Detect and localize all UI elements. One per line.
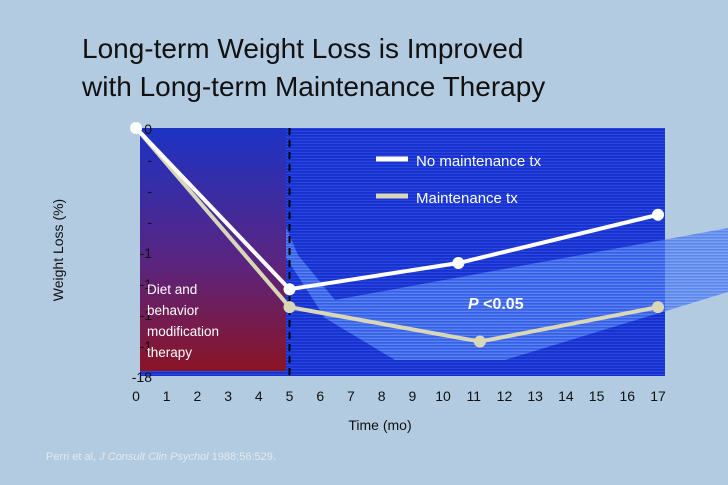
data-point-no-maintenance [130, 122, 142, 134]
x-tick-label: 12 [497, 388, 513, 404]
data-point-maintenance [473, 335, 486, 348]
title-line-2: with Long-term Maintenance Therapy [82, 71, 546, 102]
legend-label-no-maintenance: No maintenance tx [416, 153, 542, 170]
therapy-label-line-3: modification [147, 324, 219, 339]
therapy-period-box [140, 128, 286, 371]
x-tick-label: 14 [558, 388, 574, 404]
y-tick-label: -18 [132, 369, 152, 385]
y-tick-label: - [147, 214, 152, 230]
x-tick-label: 10 [435, 388, 451, 404]
x-tick-label: 1 [163, 388, 171, 404]
x-tick-label: 3 [224, 388, 232, 404]
therapy-box-label: Diet and behavior modification therapy [147, 282, 219, 360]
series-line-no-maintenance [134, 126, 659, 292]
y-axis-title: Weight Loss (%) [50, 199, 66, 301]
y-tick-label: -1 [140, 338, 153, 354]
x-tick-label: 9 [408, 388, 416, 404]
page-title: Long-term Weight Loss is Improved with L… [82, 30, 545, 106]
x-axis-ticks: 0 1 2 3 4 5 6 7 8 9 10 11 12 13 14 15 16 17 [132, 388, 666, 404]
citation: Perri et al, J Consult Clin Psychol 1988… [46, 451, 276, 463]
title-line-1: Long-term Weight Loss is Improved [82, 33, 524, 64]
y-tick-label: - [147, 152, 152, 168]
y-axis-ticks: 0 - - - -1 -1 -1 -1 -18 [132, 121, 153, 385]
therapy-label-line-2: behavior [147, 303, 199, 318]
x-tick-label: 16 [620, 388, 636, 404]
x-tick-label: 4 [255, 388, 263, 404]
x-tick-label: 5 [286, 388, 294, 404]
background-wash [205, 132, 728, 360]
citation-authors: Perri et al, [46, 451, 100, 463]
therapy-label-line-1: Diet and [147, 282, 197, 297]
legend-label-maintenance: Maintenance tx [416, 190, 518, 207]
p-value-annotation: P <0.05 [468, 296, 524, 313]
x-tick-label: 15 [589, 388, 605, 404]
x-tick-label: 7 [347, 388, 355, 404]
x-tick-label: 0 [132, 388, 140, 404]
p-value-rest: <0.05 [479, 296, 524, 313]
y-tick-label: - [147, 183, 152, 199]
x-tick-label: 2 [194, 388, 202, 404]
legend: No maintenance tx Maintenance tx [376, 153, 542, 207]
y-tick-label: -1 [140, 307, 153, 323]
y-tick-label: -1 [140, 245, 153, 261]
series-layer [130, 122, 664, 348]
therapy-label-line-4: therapy [147, 345, 192, 360]
citation-details: 1988;56:529. [208, 451, 276, 463]
x-tick-label: 17 [650, 388, 666, 404]
x-tick-label: 8 [378, 388, 386, 404]
data-point-no-maintenance [652, 208, 664, 221]
data-point-no-maintenance [452, 257, 465, 270]
p-value-italic: P [468, 296, 479, 313]
y-tick-label: 0 [144, 121, 152, 137]
citation-journal: J Consult Clin Psychol [99, 451, 209, 463]
x-tick-label: 11 [466, 388, 481, 404]
series-line-maintenance [134, 126, 659, 344]
x-axis-title: Time (mo) [348, 417, 411, 433]
x-tick-label: 6 [316, 388, 324, 404]
data-point-maintenance [652, 301, 664, 314]
y-tick-label: -1 [140, 276, 153, 292]
data-point-maintenance [283, 301, 296, 314]
x-tick-label: 13 [527, 388, 543, 404]
data-point-no-maintenance [283, 283, 296, 296]
